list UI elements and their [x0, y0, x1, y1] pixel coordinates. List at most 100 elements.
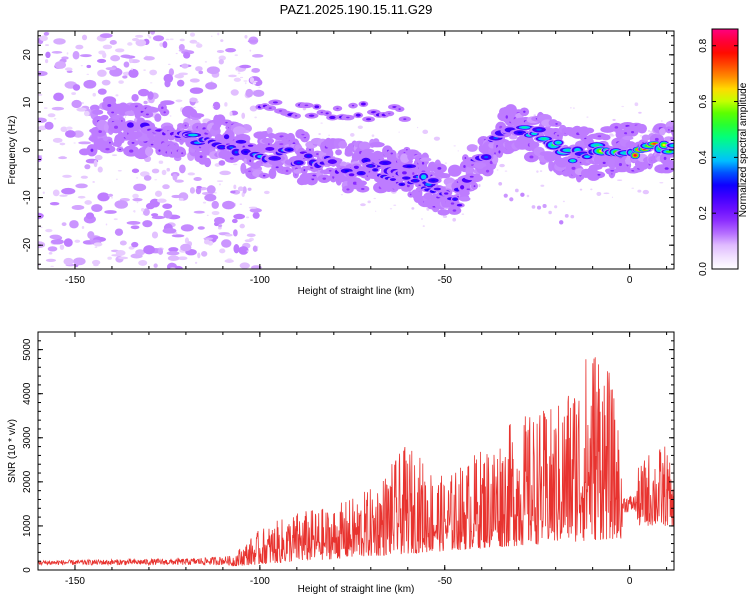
heat-cell [136, 177, 138, 179]
heat-cell [367, 200, 371, 204]
heat-cell [353, 165, 359, 169]
heat-cell [216, 49, 225, 53]
heat-cell [421, 161, 425, 165]
heat-cell [145, 107, 160, 113]
heat-cell [114, 228, 124, 236]
heat-cell [498, 150, 501, 154]
heat-cell [92, 109, 104, 115]
heat-cell [241, 112, 246, 119]
heat-cell [520, 192, 525, 197]
heat-cell [131, 67, 133, 71]
heat-cell [641, 134, 651, 141]
heat-cell [285, 169, 289, 173]
heat-cell [249, 208, 262, 213]
heat-cell [671, 176, 674, 178]
heat-cell [71, 99, 82, 109]
heat-cell [312, 174, 317, 177]
heat-cell [92, 92, 96, 97]
heat-cell [107, 193, 114, 197]
heat-cell [124, 115, 127, 119]
heat-cell [50, 238, 64, 245]
heat-cell [181, 63, 189, 69]
heat-cell [647, 129, 650, 133]
heat-cell [176, 99, 181, 103]
heat-cell [375, 210, 377, 212]
heat-cell [223, 134, 230, 140]
heat-cell [184, 124, 187, 127]
heat-cell [166, 167, 171, 172]
heat-cell [329, 115, 336, 120]
heat-cell [536, 205, 542, 210]
heat-cell [198, 70, 204, 75]
heat-cell [335, 149, 342, 156]
spectrogram-x-tick-label: -50 [438, 275, 453, 286]
heat-cell [523, 110, 526, 113]
heat-cell [304, 104, 309, 107]
spectrogram-x-label: Height of straight line (km) [298, 286, 415, 297]
heat-cell [540, 184, 545, 187]
heat-cell [278, 110, 283, 112]
heat-cell [221, 239, 232, 248]
heat-cell [303, 168, 306, 172]
heat-cell [206, 185, 216, 194]
heat-cell [98, 130, 102, 133]
heat-cell [118, 80, 124, 84]
heat-cell [622, 135, 634, 141]
heat-cell [94, 154, 103, 161]
heat-cell [357, 125, 363, 129]
heat-cell [243, 150, 248, 154]
heat-cell [314, 105, 320, 109]
heat-cell [135, 249, 146, 256]
heat-cell [107, 103, 112, 107]
heat-cell [84, 200, 92, 205]
heat-cell [422, 175, 426, 179]
heat-cell [81, 34, 88, 41]
heat-cell [108, 141, 111, 144]
heat-cell [105, 148, 110, 151]
heat-cell [120, 119, 123, 122]
heat-cell [242, 186, 247, 194]
heat-cell [666, 150, 671, 153]
heat-cell [131, 141, 135, 144]
snr-y-tick-label: 4000 [22, 382, 33, 405]
heat-cell [392, 105, 397, 108]
heat-cell [92, 181, 95, 183]
heat-cell [533, 114, 537, 117]
heat-cell [218, 160, 226, 166]
heat-cell [496, 169, 499, 171]
heat-cell [78, 141, 91, 145]
heat-cell [148, 36, 152, 39]
heat-cell [247, 144, 254, 147]
heat-cell [247, 39, 259, 43]
heat-cell [457, 150, 459, 152]
heat-cell [43, 32, 50, 36]
spectrogram-panel: -150 -100 -50 0 20 10 0 -10 -20 Height of strai… [7, 30, 675, 297]
heat-cell [60, 126, 68, 133]
heat-cell [585, 155, 589, 158]
heat-cell [61, 187, 76, 195]
heat-cell [596, 191, 602, 196]
heat-cell [212, 101, 221, 110]
heat-cell [514, 188, 519, 193]
heat-cell [359, 172, 363, 175]
heat-cell [66, 126, 73, 130]
heat-cell [111, 154, 118, 157]
heat-cell [239, 64, 252, 69]
heat-cell [360, 102, 366, 106]
snr-x-ticks: -150 -100 -50 0 [37, 332, 668, 587]
heat-cell [217, 226, 222, 230]
heat-cell [115, 249, 126, 256]
heat-cell [493, 137, 499, 139]
snr-y-ticks: 0 1000 2000 3000 4000 5000 [22, 331, 674, 573]
heat-cell [238, 141, 244, 143]
heat-cell [195, 66, 203, 72]
heat-cell [444, 162, 448, 164]
heat-cell [58, 156, 68, 160]
heat-cell [602, 161, 606, 165]
heat-cell [617, 179, 623, 181]
heat-cell [71, 92, 76, 95]
heat-cell [179, 164, 186, 174]
heat-cell [97, 69, 107, 77]
heat-cell [455, 188, 459, 191]
heat-cell [199, 155, 203, 159]
